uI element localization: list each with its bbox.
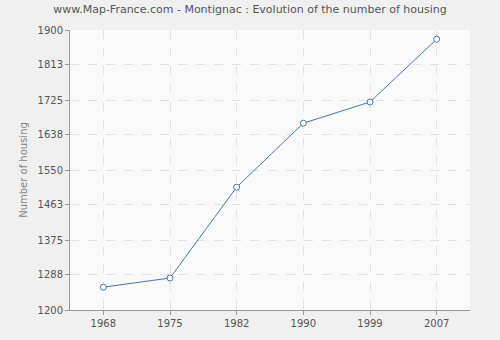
svg-text:1638: 1638 xyxy=(38,129,63,140)
svg-text:1900: 1900 xyxy=(38,25,63,36)
svg-text:1968: 1968 xyxy=(91,318,116,329)
svg-text:1463: 1463 xyxy=(38,199,63,210)
svg-text:1550: 1550 xyxy=(38,165,63,176)
svg-text:2007: 2007 xyxy=(424,318,449,329)
svg-text:1990: 1990 xyxy=(291,318,316,329)
svg-text:1288: 1288 xyxy=(38,269,63,280)
svg-text:1999: 1999 xyxy=(357,318,382,329)
svg-text:1725: 1725 xyxy=(38,95,63,106)
svg-text:Number of housing: Number of housing xyxy=(18,122,29,218)
svg-text:1975: 1975 xyxy=(157,318,182,329)
svg-text:1200: 1200 xyxy=(38,305,63,316)
svg-text:1375: 1375 xyxy=(38,235,63,246)
svg-text:www.Map-France.com - Montignac: www.Map-France.com - Montignac : Evoluti… xyxy=(53,3,447,16)
svg-text:1982: 1982 xyxy=(224,318,249,329)
svg-text:1813: 1813 xyxy=(38,59,63,70)
